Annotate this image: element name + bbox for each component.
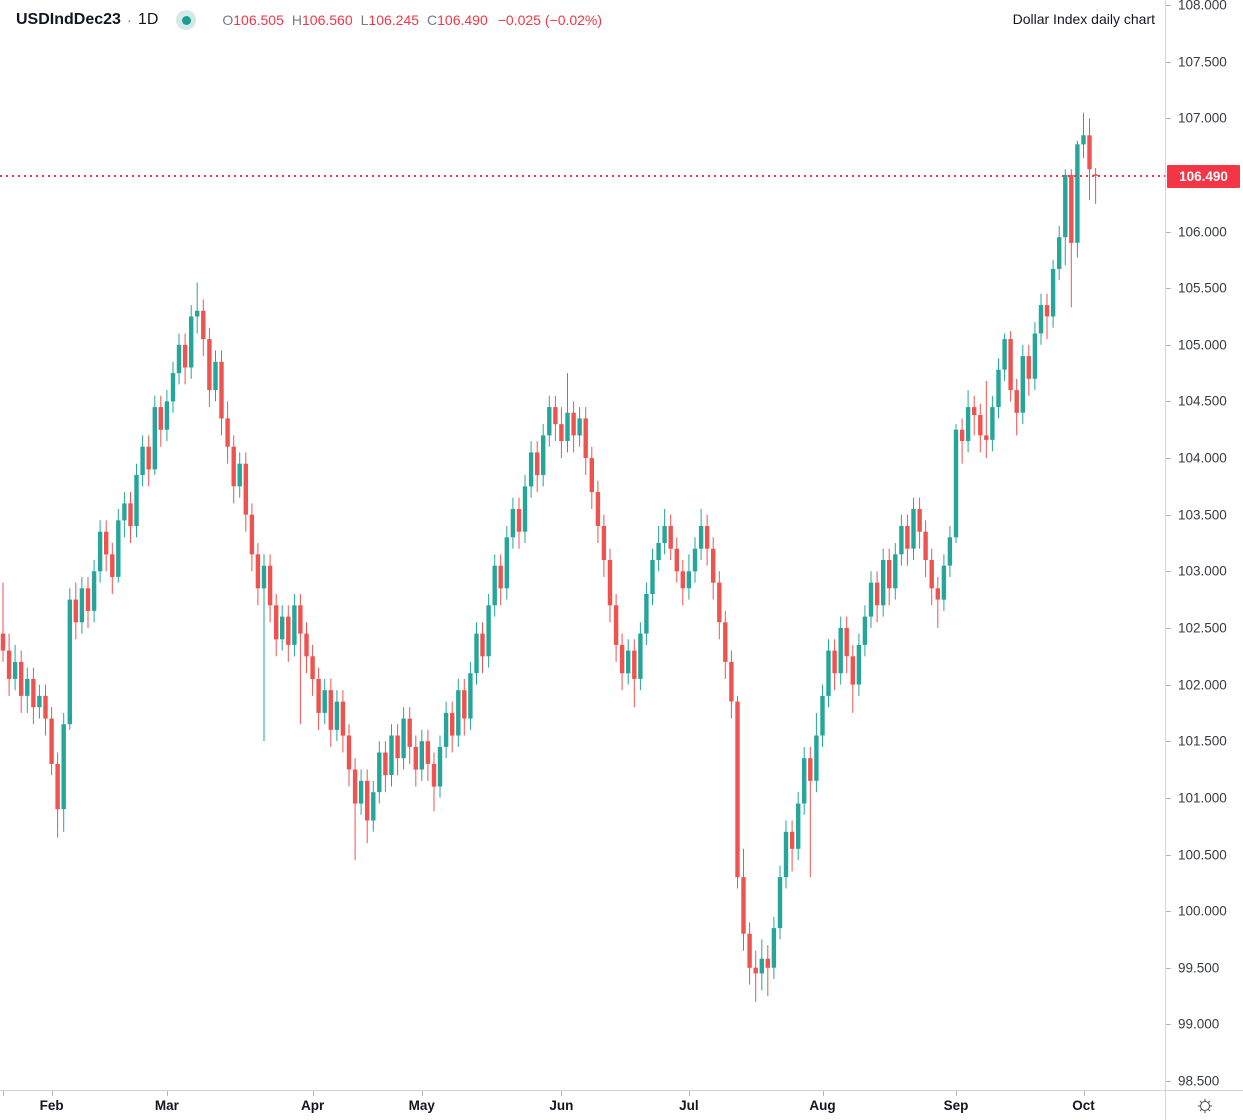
time-axis-label-sep: Sep [943, 1098, 969, 1113]
price-axis-tick [1166, 854, 1171, 856]
price-axis-tick [1166, 1081, 1171, 1082]
time-axis-tick [561, 1091, 563, 1096]
price-axis-tick [1166, 1024, 1171, 1026]
time-axis-tick [822, 1091, 824, 1096]
time-axis-tick [312, 1091, 314, 1096]
time-axis-tick [51, 1091, 53, 1096]
interval-selector[interactable]: 1D [137, 11, 159, 28]
time-axis-tick [166, 1091, 168, 1096]
price-axis-label: 107.000 [1178, 110, 1227, 126]
high-value: H106.560 [291, 12, 353, 28]
price-axis-label: 102.500 [1178, 620, 1227, 636]
price-axis-label: 105.000 [1178, 337, 1227, 353]
price-axis-tick [1166, 571, 1171, 573]
candlestick-series [0, 112, 1098, 1002]
price-axis-label: 103.500 [1178, 507, 1227, 523]
close-value: C106.490 [427, 12, 488, 28]
price-axis-label: 99.000 [1178, 1016, 1220, 1032]
price-axis-label: 106.000 [1178, 224, 1227, 239]
time-axis-label-apr: Apr [300, 1098, 325, 1113]
price-axis-tick [1166, 627, 1171, 629]
price-axis[interactable]: 106.490 108.000 107.500 107.000 106.000 105.… [1165, 0, 1243, 1090]
price-axis-label: 104.500 [1178, 393, 1227, 409]
axis-corner [1165, 1090, 1243, 1120]
symbol-logo-teal-dot-icon [176, 10, 197, 30]
price-axis-tick [1166, 514, 1171, 516]
time-axis-label-jun: Jun [549, 1098, 574, 1113]
price-axis-label: 103.000 [1178, 563, 1227, 579]
price-axis-tick [1166, 684, 1171, 686]
price-axis-label: 100.000 [1178, 903, 1227, 919]
time-axis-label-jul: Jul [679, 1098, 699, 1113]
symbol-title[interactable]: USDIndDec23 [16, 11, 121, 28]
price-axis-label: 104.000 [1178, 450, 1227, 466]
price-axis-tick [1166, 288, 1171, 290]
ohlc-readout: O106.505 H106.560 L106.245 C106.490 −0.0… [222, 12, 602, 28]
price-axis-tick [1166, 401, 1171, 403]
open-value: O106.505 [222, 12, 284, 28]
settings-button[interactable] [1194, 1095, 1216, 1117]
time-axis-label-feb: Feb [39, 1098, 64, 1113]
price-axis-tick [1166, 967, 1171, 969]
time-axis-tick [688, 1091, 690, 1096]
time-axis-label-may: May [408, 1098, 435, 1113]
time-axis-label-aug: Aug [809, 1098, 836, 1113]
chart-canvas[interactable] [0, 0, 1165, 1090]
price-axis-tick [1166, 231, 1171, 233]
price-axis-label: 102.000 [1178, 677, 1227, 693]
price-axis-label: 101.000 [1178, 790, 1227, 806]
symbol-separator: · [126, 11, 132, 29]
price-axis-tick [1166, 911, 1171, 913]
time-axis-label-oct: Oct [1072, 1098, 1095, 1113]
price-axis-label: 105.500 [1178, 280, 1227, 296]
price-axis-tick [1166, 5, 1171, 6]
time-axis-tick [956, 1091, 957, 1096]
last-price-line [0, 175, 1165, 178]
time-axis[interactable]: Feb Mar Apr May Jun Jul Aug Sep Oct [0, 1090, 1165, 1120]
price-axis-label: 98.500 [1178, 1073, 1220, 1089]
price-axis-tick [1166, 741, 1171, 743]
last-price-badge: 106.490 [1167, 164, 1240, 188]
low-value: L106.245 [360, 12, 420, 28]
chart-note: Dollar Index daily chart [1012, 11, 1155, 27]
change-value: −0.025 (−0.02%) [497, 12, 603, 28]
time-axis-tick [3, 1091, 4, 1096]
price-axis-tick [1166, 61, 1171, 63]
price-axis-label: 107.500 [1178, 54, 1227, 70]
time-axis-tick [1083, 1091, 1085, 1096]
time-axis-label-mar: Mar [154, 1098, 179, 1113]
price-axis-tick [1166, 458, 1171, 460]
price-axis-tick [1166, 797, 1171, 799]
price-axis-tick [1166, 344, 1171, 346]
price-axis-label: 101.500 [1178, 733, 1227, 749]
gear-icon [1197, 1098, 1213, 1114]
price-axis-label: 99.500 [1178, 960, 1220, 976]
chart-header: USDIndDec23 · 1D O106.505 H106.560 L106.… [16, 8, 602, 32]
price-axis-label: 100.500 [1178, 847, 1227, 862]
price-axis-label: 108.000 [1178, 0, 1227, 13]
price-axis-tick [1166, 118, 1171, 120]
time-axis-tick [421, 1091, 423, 1096]
